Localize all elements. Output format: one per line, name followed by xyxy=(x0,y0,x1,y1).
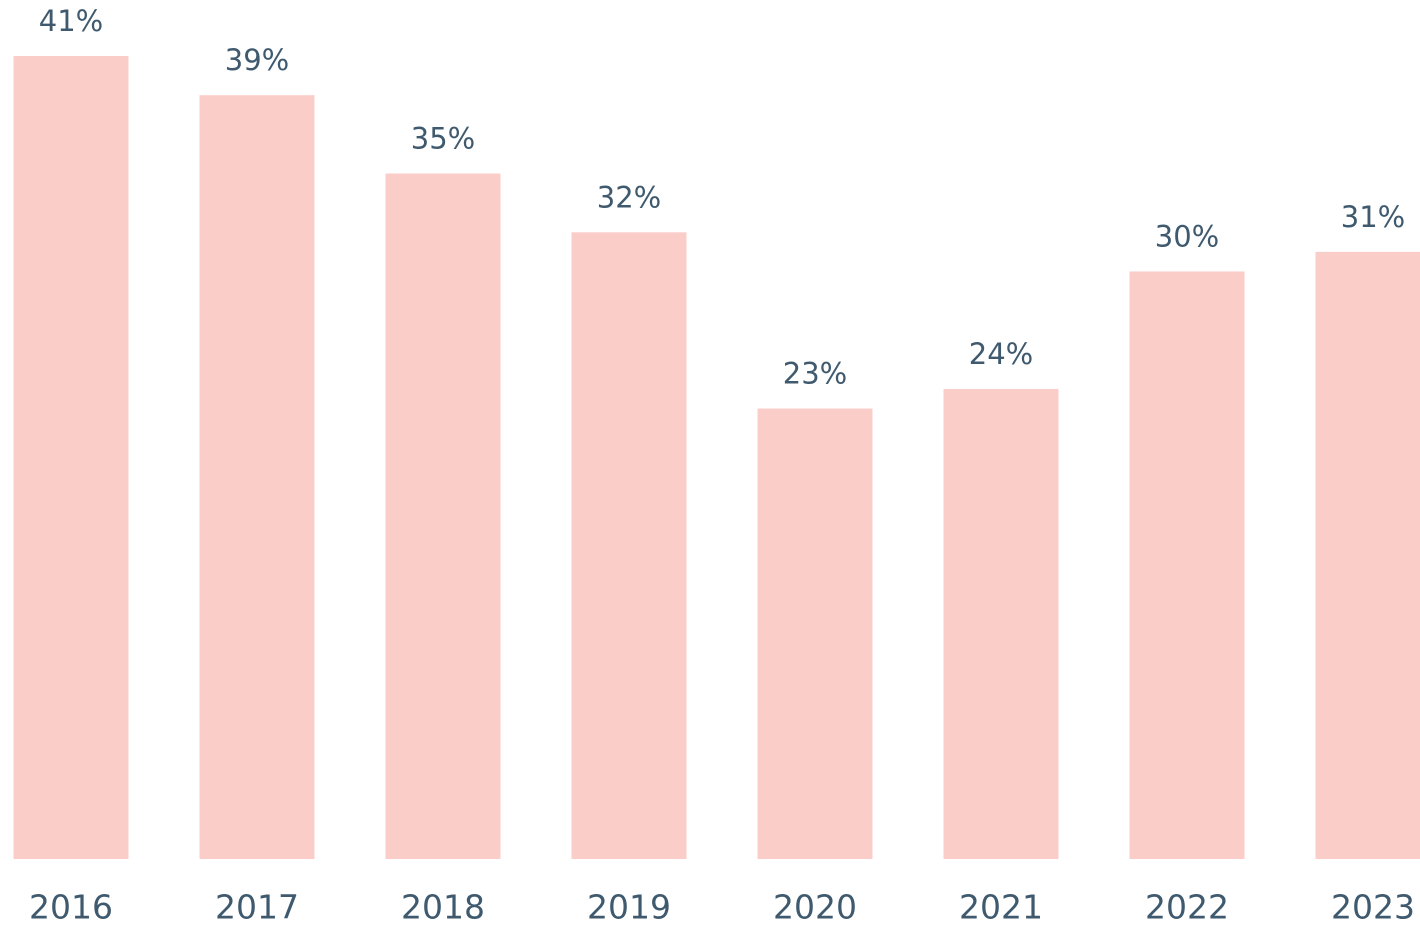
value-label: 35% xyxy=(411,122,475,156)
bar xyxy=(13,56,129,859)
bar xyxy=(199,95,315,859)
value-label: 24% xyxy=(969,337,1033,371)
value-label: 39% xyxy=(225,43,289,77)
value-label: 32% xyxy=(597,180,661,214)
bar xyxy=(571,232,687,859)
x-tick-label: 2023 xyxy=(1331,888,1415,926)
bar xyxy=(757,408,873,859)
bar xyxy=(1129,271,1245,859)
bar xyxy=(1315,251,1420,860)
x-tick-label: 2021 xyxy=(959,888,1043,926)
value-label: 41% xyxy=(39,4,103,38)
x-tick-label: 2019 xyxy=(587,888,671,926)
x-tick-label: 2022 xyxy=(1145,888,1229,926)
x-tick-label: 2018 xyxy=(401,888,485,926)
x-tick-label: 2016 xyxy=(29,888,113,926)
x-tick-label: 2017 xyxy=(215,888,299,926)
x-tick-label: 2020 xyxy=(773,888,857,926)
value-label: 30% xyxy=(1155,219,1219,253)
bar xyxy=(385,173,501,859)
value-label: 23% xyxy=(783,357,847,391)
value-label: 31% xyxy=(1341,200,1405,234)
bar xyxy=(943,388,1059,859)
